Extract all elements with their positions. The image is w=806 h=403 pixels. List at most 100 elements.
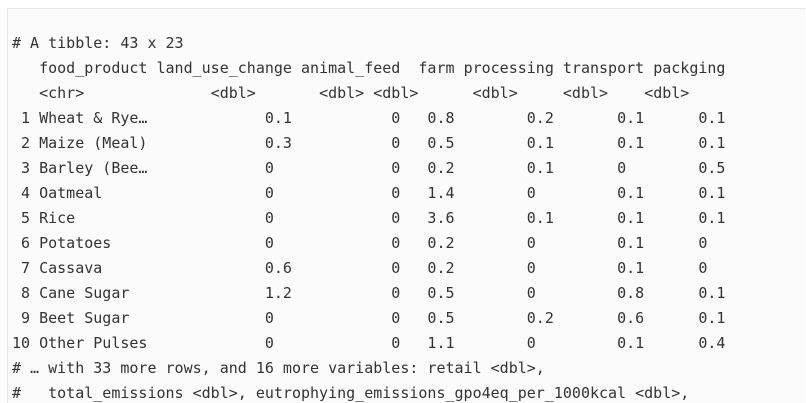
- cell-packging: 0.4: [644, 334, 726, 352]
- cell-animal-feed: 0: [291, 334, 401, 352]
- type-food-product: <chr>: [39, 84, 85, 102]
- row-index: 10: [12, 334, 40, 352]
- cell-packging: 0.1: [644, 309, 726, 327]
- cell-land-use-change: 0: [147, 159, 292, 177]
- cell-processing: 0: [454, 184, 554, 202]
- cell-transport: 0: [553, 159, 645, 177]
- cell-land-use-change: 0.1: [147, 109, 292, 127]
- cell-packging: 0: [644, 259, 726, 277]
- table-row: 6 Potatoes 0 0 0.2 0 0.1 0: [12, 231, 805, 256]
- row-index: 5: [12, 209, 40, 227]
- tibble-header: # A tibble: 43 x 23: [12, 34, 184, 52]
- col-processing: processing: [463, 59, 554, 77]
- cell-land-use-change: 1.2: [147, 284, 292, 302]
- cell-transport: 0.1: [553, 209, 645, 227]
- table-row: 2 Maize (Meal) 0.3 0 0.5 0.1 0.1 0.1: [12, 131, 805, 156]
- cell-food-product: Rice: [39, 209, 148, 227]
- row-index: 6: [12, 234, 40, 252]
- cell-land-use-change: 0: [147, 234, 292, 252]
- cell-farm: 0.5: [400, 309, 455, 327]
- cell-processing: 0: [454, 259, 554, 277]
- cell-transport: 0.1: [553, 184, 645, 202]
- cell-packging: 0: [644, 234, 726, 252]
- column-types-row: <chr> <dbl> <dbl> <dbl> <dbl> <dbl> <dbl…: [12, 81, 805, 106]
- cell-animal-feed: 0: [291, 109, 401, 127]
- cell-land-use-change: 0.3: [147, 134, 292, 152]
- cell-packging: 0.1: [644, 284, 726, 302]
- type-packging: <dbl>: [644, 84, 690, 102]
- row-index: 3: [12, 159, 40, 177]
- cell-processing: 0.1: [454, 209, 554, 227]
- cell-land-use-change: 0: [147, 309, 292, 327]
- cell-processing: 0.2: [454, 309, 554, 327]
- type-land-use-change: <dbl>: [210, 84, 256, 102]
- cell-animal-feed: 0: [291, 134, 401, 152]
- row-index: 4: [12, 184, 40, 202]
- cell-land-use-change: 0: [147, 209, 292, 227]
- cell-processing: 0: [454, 284, 554, 302]
- type-transport: <dbl>: [562, 84, 609, 102]
- cell-food-product: Maize (Meal): [39, 134, 148, 152]
- cell-transport: 0.8: [553, 284, 645, 302]
- cell-packging: 0.1: [644, 134, 726, 152]
- tibble-print-output: # A tibble: 43 x 23 food_product land_us…: [8, 9, 805, 403]
- cell-animal-feed: 0: [291, 159, 401, 177]
- row-index: 7: [12, 259, 40, 277]
- cell-transport: 0.1: [553, 334, 645, 352]
- table-row: 3 Barley (Bee… 0 0 0.2 0.1 0 0.5: [12, 156, 805, 181]
- cell-transport: 0.6: [553, 309, 645, 327]
- table-row: 4 Oatmeal 0 0 1.4 0 0.1 0.1: [12, 181, 805, 206]
- console-output-panel: # A tibble: 43 x 23 food_product land_us…: [7, 8, 805, 403]
- cell-processing: 0.1: [454, 159, 554, 177]
- cell-food-product: Cane Sugar: [39, 284, 148, 302]
- cell-farm: 1.1: [400, 334, 455, 352]
- cell-food-product: Potatoes: [39, 234, 148, 252]
- column-names-row: food_product land_use_change animal_feed…: [12, 56, 805, 81]
- cell-food-product: Cassava: [39, 259, 148, 277]
- cell-transport: 0.1: [553, 109, 645, 127]
- cell-land-use-change: 0: [147, 334, 292, 352]
- table-row: 10 Other Pulses 0 0 1.1 0 0.1 0.4: [12, 331, 805, 356]
- row-index: 9: [12, 309, 40, 327]
- cell-animal-feed: 0: [291, 309, 401, 327]
- cell-processing: 0.2: [454, 109, 554, 127]
- cell-packging: 0.1: [644, 184, 726, 202]
- cell-animal-feed: 0: [291, 184, 401, 202]
- cell-food-product: Oatmeal: [39, 184, 148, 202]
- cell-land-use-change: 0: [147, 184, 292, 202]
- table-row: 1 Wheat & Rye… 0.1 0 0.8 0.2 0.1 0.1: [12, 106, 805, 131]
- cell-processing: 0: [454, 234, 554, 252]
- table-row: 8 Cane Sugar 1.2 0 0.5 0 0.8 0.1: [12, 281, 805, 306]
- col-animal-feed: animal_feed: [301, 59, 401, 77]
- table-row: 9 Beet Sugar 0 0 0.5 0.2 0.6 0.1: [12, 306, 805, 331]
- type-processing: <dbl>: [472, 84, 518, 102]
- col-land-use-change: land_use_change: [156, 59, 292, 77]
- table-row: 5 Rice 0 0 3.6 0.1 0.1 0.1: [12, 206, 805, 231]
- cell-packging: 0.1: [644, 209, 726, 227]
- row-index: 8: [12, 284, 40, 302]
- row-index: 1: [12, 109, 40, 127]
- cell-processing: 0.1: [454, 134, 554, 152]
- tibble-footer-line-1: # … with 33 more rows, and 16 more varia…: [12, 359, 545, 377]
- cell-land-use-change: 0.6: [147, 259, 292, 277]
- cell-farm: 1.4: [400, 184, 455, 202]
- cell-farm: 0.2: [400, 259, 455, 277]
- tibble-footer-line-2: # total_emissions <dbl>, eutrophying_emi…: [12, 384, 690, 402]
- cell-animal-feed: 0: [291, 209, 401, 227]
- type-farm: <dbl>: [373, 84, 419, 102]
- cell-food-product: Beet Sugar: [39, 309, 148, 327]
- cell-farm: 0.2: [400, 234, 455, 252]
- col-farm: farm: [418, 59, 455, 77]
- cell-animal-feed: 0: [291, 284, 401, 302]
- cell-farm: 0.5: [400, 284, 455, 302]
- cell-packging: 0.5: [644, 159, 726, 177]
- cell-food-product: Barley (Bee…: [39, 159, 148, 177]
- cell-farm: 0.5: [400, 134, 455, 152]
- cell-transport: 0.1: [553, 134, 645, 152]
- row-index: 2: [12, 134, 40, 152]
- cell-animal-feed: 0: [291, 234, 401, 252]
- cell-food-product: Wheat & Rye…: [39, 109, 148, 127]
- cell-farm: 0.8: [400, 109, 455, 127]
- cell-transport: 0.1: [553, 234, 645, 252]
- cell-packging: 0.1: [644, 109, 726, 127]
